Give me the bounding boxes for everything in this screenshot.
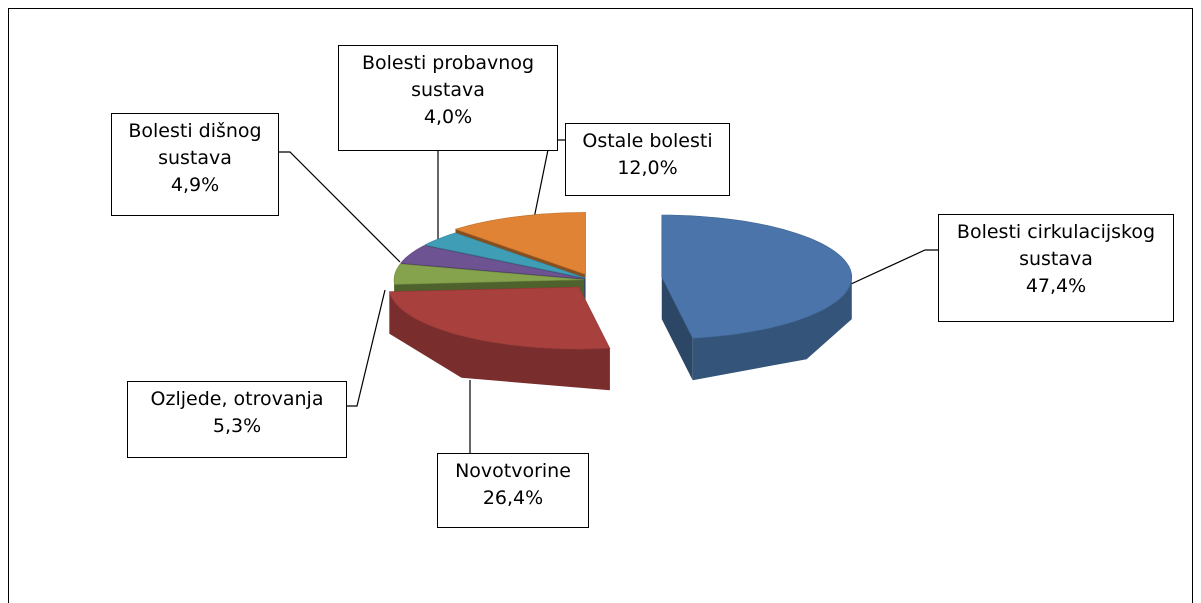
slice-top [424, 232, 586, 279]
slice-wall [661, 277, 693, 381]
pie [389, 212, 852, 391]
leader-line [278, 151, 401, 263]
leader-line [346, 289, 386, 407]
label-value: 47,4% [1025, 275, 1087, 297]
chart-frame [8, 8, 1193, 603]
slice-top [400, 245, 585, 280]
label-value: 5,3% [212, 415, 262, 437]
slice-side [692, 277, 852, 381]
label-name: Ostale bolesti [582, 130, 713, 152]
data-label: Novotvorine 26,4% [437, 453, 589, 528]
data-label: Ostale bolesti 12,0% [565, 123, 730, 196]
label-name: Bolesti dišnog sustava [128, 120, 262, 169]
label-value: 12,0% [617, 157, 678, 179]
slice-side [389, 291, 610, 391]
label-value: 4,9% [170, 174, 220, 196]
label-name: Bolesti cirkulacijskog sustava [956, 221, 1156, 270]
slice-top [454, 212, 586, 275]
slice-top [661, 214, 852, 339]
slice-top [389, 286, 611, 350]
leader-line [837, 249, 938, 291]
slice-top [393, 263, 585, 285]
label-name: Ozljede, otrovanja [150, 388, 324, 410]
label-value: 4,0% [423, 106, 473, 128]
data-label: Bolesti cirkulacijskog sustava 47,4% [938, 214, 1174, 322]
data-label: Bolesti probavnog sustava 4,0% [338, 45, 558, 151]
label-name: Novotvorine [455, 460, 571, 482]
label-name: Bolesti probavnog sustava [361, 52, 535, 101]
data-label: Bolesti dišnog sustava 4,9% [111, 113, 279, 216]
data-label: Ozljede, otrovanja 5,3% [127, 381, 347, 458]
label-value: 26,4% [482, 487, 544, 509]
